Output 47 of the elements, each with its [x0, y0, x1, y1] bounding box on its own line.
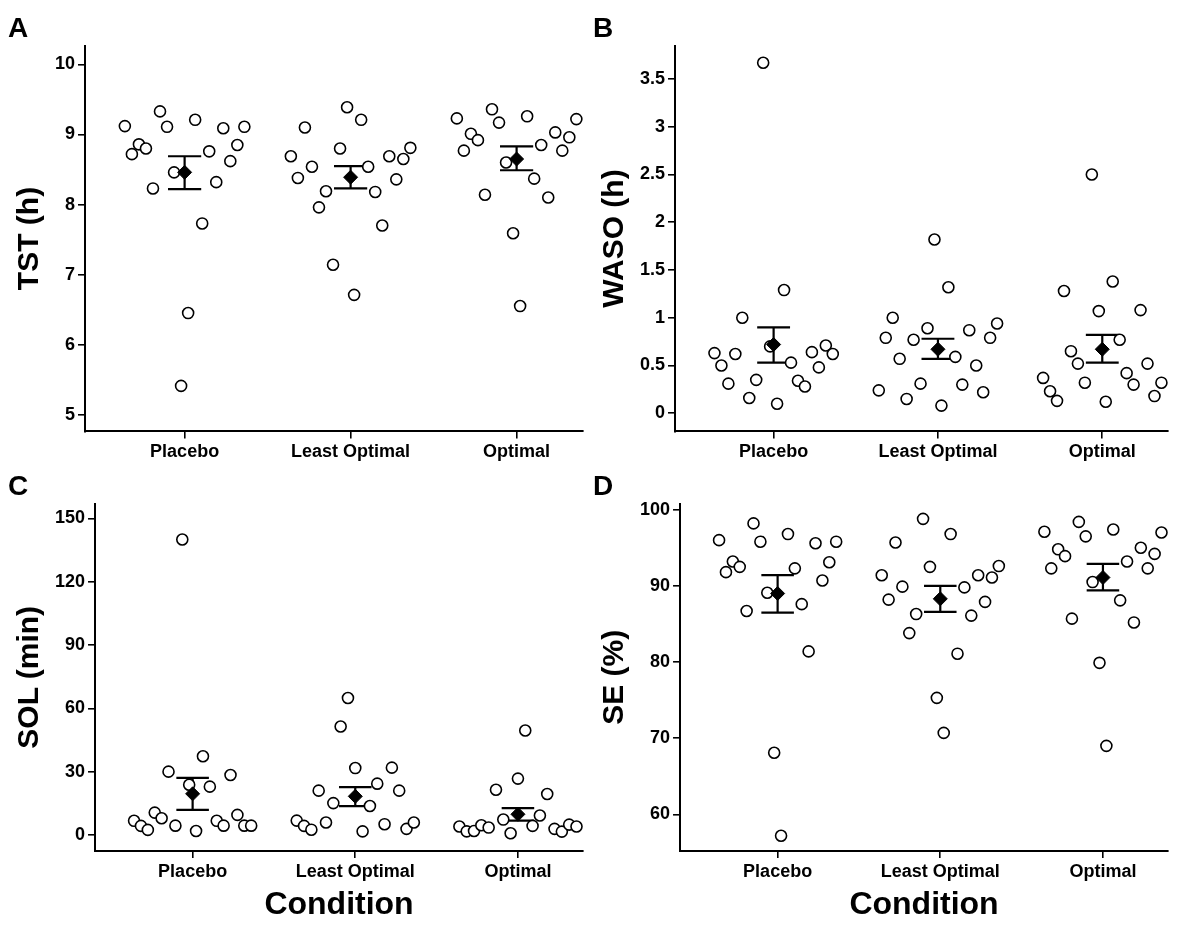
y-tick-label: 1 — [655, 306, 666, 327]
chart-title: B — [593, 11, 614, 43]
y-tick-label: 8 — [65, 193, 76, 214]
x-axis-title: Condition — [264, 884, 414, 921]
x-tick-label: Placebo — [743, 860, 813, 881]
y-tick-label: 100 — [639, 498, 671, 519]
x-tick-label: Placebo — [150, 441, 220, 462]
y-tick-label: 9 — [65, 123, 76, 144]
x-tick-label: Optimal — [484, 860, 552, 881]
x-tick-label: Least Optimal — [878, 441, 998, 462]
y-tick-label: 3 — [655, 115, 666, 136]
y-tick-label: 10 — [54, 53, 76, 74]
chart-title: C — [8, 469, 29, 501]
y-tick-label: 120 — [54, 570, 86, 591]
y-tick-label: 30 — [65, 760, 86, 781]
y-tick-label: 80 — [650, 651, 671, 672]
y-tick-label: 90 — [650, 574, 671, 595]
y-axis-title: SE (%) — [596, 629, 630, 725]
x-axis-title: Condition — [849, 884, 999, 921]
y-tick-label: 150 — [54, 507, 86, 528]
y-axis-title: WASO (h) — [596, 169, 630, 308]
x-tick-label: Least Optimal — [291, 441, 411, 462]
x-tick-label: Optimal — [1068, 441, 1136, 462]
chart-title: A — [8, 11, 29, 43]
y-tick-label: 0.5 — [639, 354, 666, 375]
y-axis-title: TST (h) — [11, 186, 45, 291]
y-tick-label: 6 — [65, 333, 76, 354]
y-tick-label: 1.5 — [639, 258, 666, 279]
y-tick-label: 90 — [65, 633, 86, 654]
y-tick-label: 60 — [650, 803, 671, 824]
y-tick-label: 2.5 — [639, 163, 666, 184]
y-tick-label: 7 — [65, 263, 76, 284]
y-tick-label: 2 — [655, 211, 666, 232]
x-tick-label: Placebo — [158, 860, 228, 881]
y-tick-label: 60 — [65, 697, 86, 718]
y-tick-label: 3.5 — [639, 67, 666, 88]
y-tick-label: 0 — [75, 823, 86, 844]
chart-title: D — [593, 469, 614, 501]
x-tick-label: Least Optimal — [880, 860, 1000, 881]
y-tick-label: 0 — [655, 402, 666, 423]
y-tick-label: 5 — [65, 403, 76, 424]
y-tick-label: 70 — [650, 727, 671, 748]
x-tick-label: Optimal — [1069, 860, 1137, 881]
x-tick-label: Least Optimal — [295, 860, 415, 881]
x-tick-label: Placebo — [739, 441, 809, 462]
y-axis-title: SOL (min) — [11, 605, 45, 749]
x-tick-label: Optimal — [483, 441, 551, 462]
